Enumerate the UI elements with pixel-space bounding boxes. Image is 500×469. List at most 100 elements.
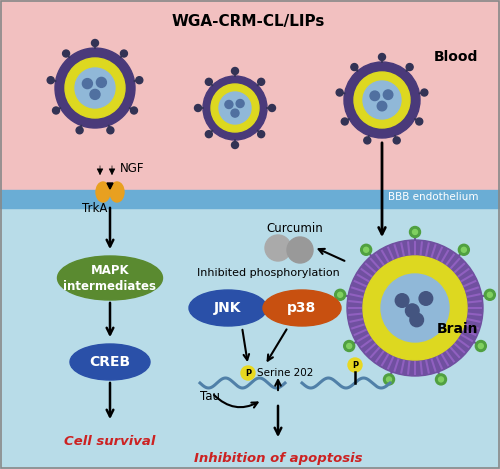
Circle shape — [92, 39, 98, 46]
Circle shape — [75, 68, 115, 108]
Circle shape — [211, 84, 259, 132]
Circle shape — [90, 90, 100, 99]
Circle shape — [393, 137, 400, 144]
Text: P: P — [245, 369, 251, 378]
Circle shape — [55, 48, 135, 128]
Circle shape — [241, 366, 255, 380]
Ellipse shape — [263, 290, 341, 326]
Circle shape — [370, 91, 380, 100]
Circle shape — [62, 50, 70, 57]
Circle shape — [334, 289, 345, 300]
Circle shape — [76, 127, 83, 134]
Circle shape — [338, 292, 342, 297]
Circle shape — [65, 58, 125, 118]
Circle shape — [232, 68, 238, 75]
Circle shape — [344, 62, 420, 138]
Circle shape — [351, 64, 358, 70]
Text: CREB: CREB — [90, 355, 130, 369]
Circle shape — [438, 377, 444, 382]
Text: BBB endothelium: BBB endothelium — [388, 192, 478, 202]
Circle shape — [120, 50, 128, 57]
Circle shape — [354, 72, 410, 128]
Text: Inhibited phosphorylation: Inhibited phosphorylation — [196, 268, 340, 278]
Circle shape — [258, 131, 264, 138]
Circle shape — [419, 292, 432, 305]
Circle shape — [225, 100, 233, 108]
Circle shape — [203, 76, 267, 140]
Circle shape — [342, 118, 348, 125]
Text: Serine 202: Serine 202 — [257, 368, 314, 378]
Circle shape — [363, 256, 467, 360]
Text: Inhibition of apoptosis: Inhibition of apoptosis — [194, 452, 362, 465]
Circle shape — [384, 374, 394, 385]
Circle shape — [381, 274, 449, 342]
Circle shape — [52, 107, 60, 114]
Circle shape — [346, 343, 352, 348]
Text: WGA-CRM-CL/LIPs: WGA-CRM-CL/LIPs — [172, 14, 324, 29]
Ellipse shape — [110, 182, 124, 202]
Circle shape — [107, 127, 114, 134]
Circle shape — [488, 292, 492, 297]
Circle shape — [406, 304, 419, 318]
Circle shape — [136, 77, 143, 83]
Circle shape — [364, 247, 368, 252]
Circle shape — [416, 118, 422, 125]
Circle shape — [396, 294, 409, 307]
Circle shape — [364, 137, 371, 144]
Circle shape — [219, 92, 251, 124]
Circle shape — [231, 109, 239, 117]
Circle shape — [378, 53, 386, 61]
Circle shape — [436, 374, 446, 385]
Circle shape — [82, 79, 92, 89]
Ellipse shape — [58, 256, 162, 300]
Text: Curcumin: Curcumin — [266, 222, 324, 235]
Circle shape — [348, 358, 362, 372]
Text: TrkA: TrkA — [82, 202, 108, 215]
Polygon shape — [107, 183, 113, 189]
Circle shape — [347, 240, 483, 376]
Ellipse shape — [70, 344, 150, 380]
Circle shape — [410, 313, 424, 327]
Text: MAPK
intermediates: MAPK intermediates — [64, 264, 156, 293]
Circle shape — [406, 64, 413, 70]
Circle shape — [206, 131, 212, 138]
Bar — [0, 190, 500, 208]
Text: Cell survival: Cell survival — [64, 435, 156, 448]
FancyArrowPatch shape — [214, 395, 258, 408]
Circle shape — [287, 237, 313, 263]
Circle shape — [386, 377, 392, 382]
Bar — [0, 0, 500, 190]
Circle shape — [344, 340, 354, 351]
Text: JNK: JNK — [214, 301, 242, 315]
Circle shape — [265, 235, 291, 261]
Text: p38: p38 — [288, 301, 316, 315]
Circle shape — [363, 81, 401, 119]
Circle shape — [232, 142, 238, 149]
Text: Tau: Tau — [200, 390, 220, 403]
Text: Blood: Blood — [434, 50, 478, 64]
Circle shape — [384, 90, 393, 99]
Text: Brain: Brain — [436, 322, 478, 336]
Circle shape — [206, 78, 212, 85]
Circle shape — [410, 227, 420, 237]
Circle shape — [194, 105, 202, 112]
Circle shape — [236, 99, 244, 107]
Ellipse shape — [189, 290, 267, 326]
Circle shape — [130, 107, 138, 114]
Circle shape — [268, 105, 276, 112]
Circle shape — [96, 77, 106, 87]
Circle shape — [258, 78, 264, 85]
Text: P: P — [352, 361, 358, 370]
Circle shape — [360, 244, 372, 255]
Circle shape — [47, 77, 54, 83]
Text: NGF: NGF — [120, 161, 144, 174]
Circle shape — [336, 89, 343, 96]
Circle shape — [484, 289, 496, 300]
Circle shape — [458, 244, 469, 255]
Circle shape — [478, 343, 484, 348]
Circle shape — [476, 340, 486, 351]
Circle shape — [462, 247, 466, 252]
Circle shape — [421, 89, 428, 96]
Circle shape — [378, 101, 387, 111]
Ellipse shape — [96, 182, 110, 202]
